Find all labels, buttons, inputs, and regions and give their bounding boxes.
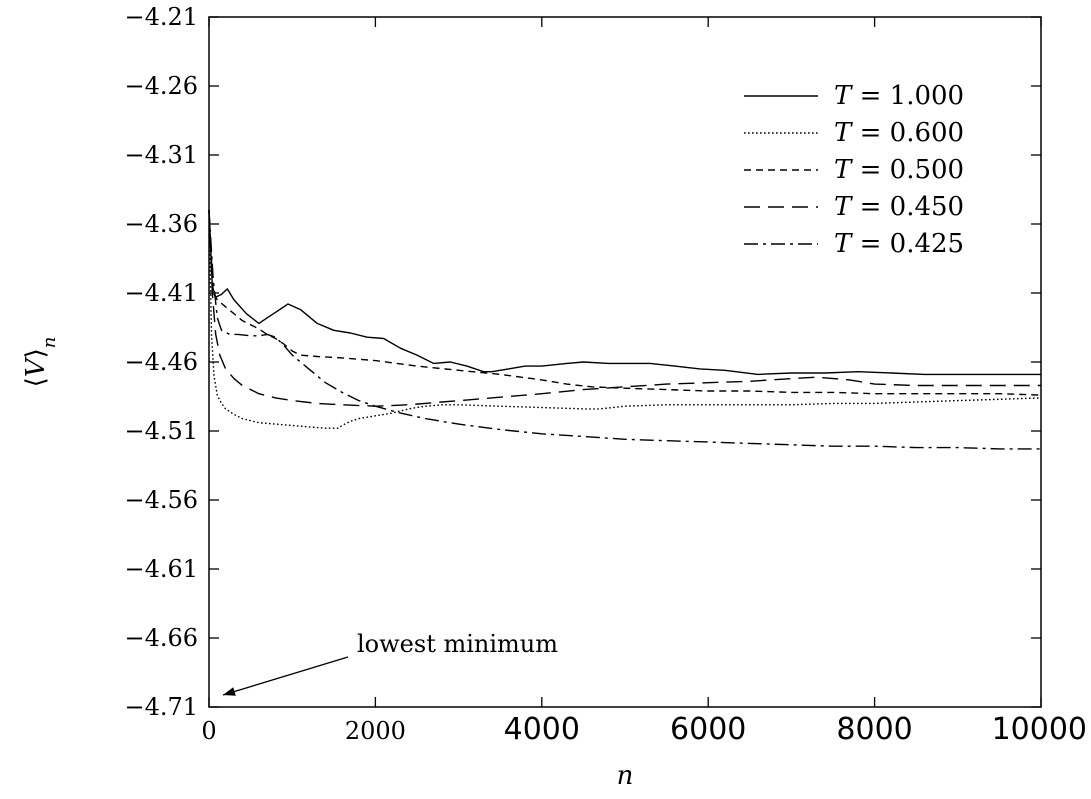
- y-tick-labels: −4.21 −4.26 −4.31 −4.36 −4.41 −4.46 −4.51 −4.56…: [124, 3, 198, 721]
- y-tick-label: −4.46: [124, 348, 198, 376]
- y-tick-label: −4.36: [124, 210, 198, 238]
- legend-label-1: T = 0.600: [834, 118, 964, 148]
- legend-label-4: T = 0.425: [834, 229, 964, 259]
- y-tick-label: −4.56: [124, 486, 198, 514]
- x-tick-label: 10000: [992, 712, 1087, 747]
- x-tick-label: 8000: [836, 712, 912, 747]
- y-tick-label: −4.26: [124, 72, 198, 100]
- y-tick-label: −4.41: [124, 279, 198, 307]
- annotation-lowest-minimum: lowest minimum: [222, 630, 558, 696]
- x-tick-labels: 0 2000 4000 6000 8000 10000: [201, 712, 1087, 747]
- legend-label-0: T = 1.000: [834, 81, 964, 111]
- x-tick-label: 2000: [345, 717, 406, 745]
- series-lines: [208, 210, 1042, 450]
- series-line-0: [208, 210, 1041, 376]
- y-tick-label: −4.51: [124, 417, 198, 445]
- x-axis-title: n: [617, 761, 634, 791]
- y-tick-label: −4.21: [124, 3, 198, 31]
- legend: T = 1.000 T = 0.600 T = 0.500 T = 0.450 T = …: [744, 81, 964, 259]
- x-tick-label: 0: [201, 717, 216, 745]
- y-tick-label: −4.66: [124, 624, 198, 652]
- y-tick-label: −4.31: [124, 141, 198, 169]
- series-line-4: [208, 210, 1041, 450]
- x-tick-label: 6000: [670, 712, 746, 747]
- legend-label-3: T = 0.450: [834, 192, 964, 222]
- series-line-2: [208, 210, 1042, 396]
- legend-label-2: T = 0.500: [834, 155, 964, 185]
- annotation-arrow-line: [222, 656, 349, 696]
- tick-marks: [208, 16, 1042, 708]
- y-tick-label: −4.61: [124, 555, 198, 583]
- y-tick-label: −4.71: [124, 693, 198, 721]
- x-tick-label: 4000: [504, 712, 580, 747]
- y-axis-title: ⟨V⟩n: [21, 337, 60, 388]
- series-line-1: [208, 210, 1042, 429]
- annotation-text: lowest minimum: [357, 630, 558, 658]
- annotation-arrow-head: [223, 687, 236, 696]
- series-line-3: [208, 210, 1041, 407]
